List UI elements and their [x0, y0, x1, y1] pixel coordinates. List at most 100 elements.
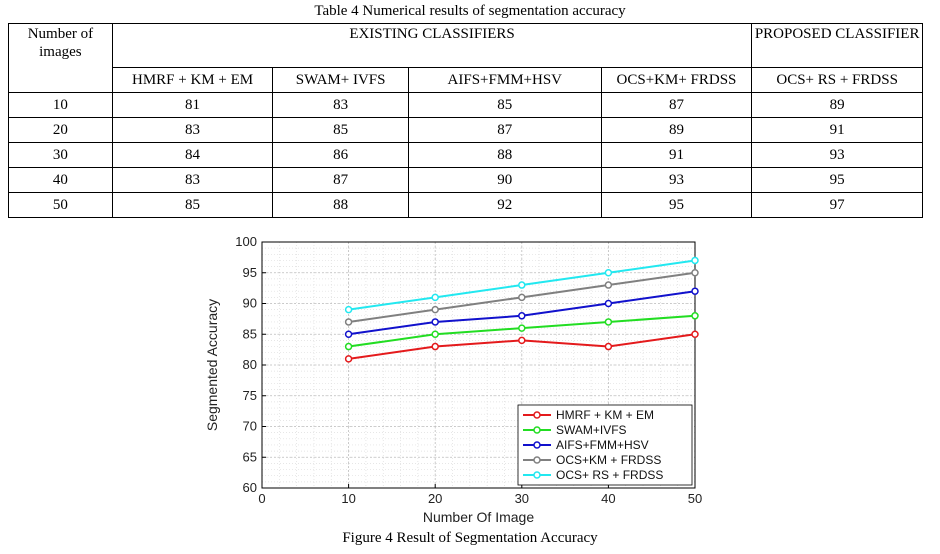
table-cell: 20: [8, 117, 113, 143]
table-cell: 87: [407, 117, 602, 143]
y-tick-label: 90: [243, 296, 257, 311]
x-tick-label: 0: [258, 491, 265, 506]
data-point: [604, 269, 613, 277]
data-point: [604, 281, 613, 289]
table-cell: 83: [111, 167, 274, 193]
table-caption: Table 4 Numerical results of segmentatio…: [314, 3, 626, 19]
table-cell: 93: [751, 142, 923, 168]
y-axis-label: Segmented Accuracy: [204, 299, 220, 431]
x-tick-label: 40: [601, 491, 615, 506]
series: [344, 269, 699, 326]
data-point: [691, 312, 699, 320]
table-header-row: Number of images EXISTING CLASSIFIERS PR…: [8, 23, 923, 93]
series: [344, 312, 699, 351]
table-row: 10 81 83 85 87 89: [8, 92, 923, 118]
data-point: [431, 342, 439, 351]
series: [344, 256, 699, 314]
series: [344, 330, 699, 363]
data-point: [604, 342, 613, 351]
axis-ticks: [261, 241, 696, 489]
table-cell: 88: [407, 142, 602, 168]
data-point: [431, 293, 439, 302]
series-layer: [344, 256, 699, 363]
data-point: [344, 355, 353, 363]
data-point: [691, 287, 699, 295]
legend-label: HMRF + KM + EM: [556, 408, 654, 422]
data-point: [431, 305, 439, 314]
table-cell: 84: [111, 142, 274, 168]
x-tick-label: 20: [428, 491, 442, 506]
x-tick-label: 10: [341, 491, 355, 506]
table-cell: 89: [600, 117, 753, 143]
legend-marker: [533, 411, 541, 419]
legend-label: SWAM+IVFS: [556, 423, 627, 437]
legend-label: OCS+KM + FRDSS: [556, 453, 661, 467]
data-point: [344, 342, 353, 351]
table-cell: 83: [111, 117, 274, 143]
table-cell: 92: [407, 192, 602, 218]
data-point: [604, 299, 613, 308]
table-cell: 10: [8, 92, 113, 118]
data-point: [691, 256, 699, 265]
y-tick-label: 80: [243, 357, 257, 372]
data-point: [518, 324, 526, 332]
table-cell: 50: [8, 192, 113, 218]
table-cell: 89: [751, 92, 923, 118]
table-cell: 95: [600, 192, 753, 218]
table-cell: 40: [8, 167, 113, 193]
legend-label: AIFS+FMM+HSV: [556, 438, 649, 452]
table-cell: 97: [751, 192, 923, 218]
data-point: [604, 318, 613, 326]
table-cell: 95: [751, 167, 923, 193]
legend: HMRF + KM + EMSWAM+IVFSAIFS+FMM+HSVOCS+K…: [517, 404, 693, 486]
y-tick-label: 65: [243, 449, 257, 464]
table-cell: 87: [272, 167, 409, 193]
data-point: [518, 336, 526, 345]
table-cell: 91: [600, 142, 753, 168]
y-tick-label: 75: [243, 388, 257, 403]
table-cell: 88: [272, 192, 409, 218]
column-header: HMRF + KM + EM: [111, 67, 274, 93]
header-existing-classifiers: EXISTING CLASSIFIERS: [111, 23, 753, 68]
legend-marker: [533, 441, 541, 449]
column-header: SWAM+ IVFS: [272, 67, 409, 93]
table-cell: 81: [111, 92, 274, 118]
data-point: [344, 330, 353, 338]
data-point: [691, 330, 699, 338]
data-point: [518, 281, 526, 289]
table-row: 50 85 88 92 95 97: [8, 192, 923, 218]
table-cell: 93: [600, 167, 753, 193]
series: [344, 287, 699, 338]
legend-label: OCS+ RS + FRDSS: [556, 468, 663, 482]
header-number-of-images: Number of images: [8, 23, 113, 93]
data-point: [518, 312, 526, 320]
table-subheader-row: HMRF + KM + EM SWAM+ IVFS AIFS+FMM+HSV O…: [9, 67, 923, 93]
legend-marker: [533, 471, 541, 479]
table-row: 30 84 86 88 91 93: [8, 142, 923, 168]
x-axis-label: Number Of Image: [423, 509, 534, 525]
data-point: [344, 318, 353, 326]
y-tick-label: 70: [243, 419, 257, 434]
table-cell: 85: [407, 92, 602, 118]
x-tick-label: 50: [688, 491, 702, 506]
table-cell: 30: [8, 142, 113, 168]
column-header: OCS+KM+ FRDSS: [600, 67, 753, 93]
table-cell: 86: [272, 142, 409, 168]
segmentation-accuracy-chart: 0 10 20 30 40 50 60 65 70 75 80 85 90 95 100 Number Of…: [204, 234, 702, 525]
data-point: [518, 293, 526, 302]
x-tick-label: 30: [515, 491, 529, 506]
data-point: [344, 305, 353, 314]
table-row: 20 83 85 87 89 91: [8, 117, 923, 143]
table-cell: 91: [751, 117, 923, 143]
y-tick-label: 95: [243, 265, 257, 280]
table-row: 40 83 87 90 93 95: [8, 167, 923, 193]
legend-marker: [533, 426, 541, 434]
table-cell: 83: [272, 92, 409, 118]
y-tick-label: 85: [243, 326, 257, 341]
data-point: [431, 318, 439, 326]
table-cell: 85: [272, 117, 409, 143]
table-cell: 85: [111, 192, 274, 218]
figure-caption: Figure 4 Result of Segmentation Accuracy: [342, 530, 598, 546]
header-proposed-classifier: PROPOSED CLASSIFIER: [751, 23, 923, 68]
table-cell: 87: [600, 92, 753, 118]
